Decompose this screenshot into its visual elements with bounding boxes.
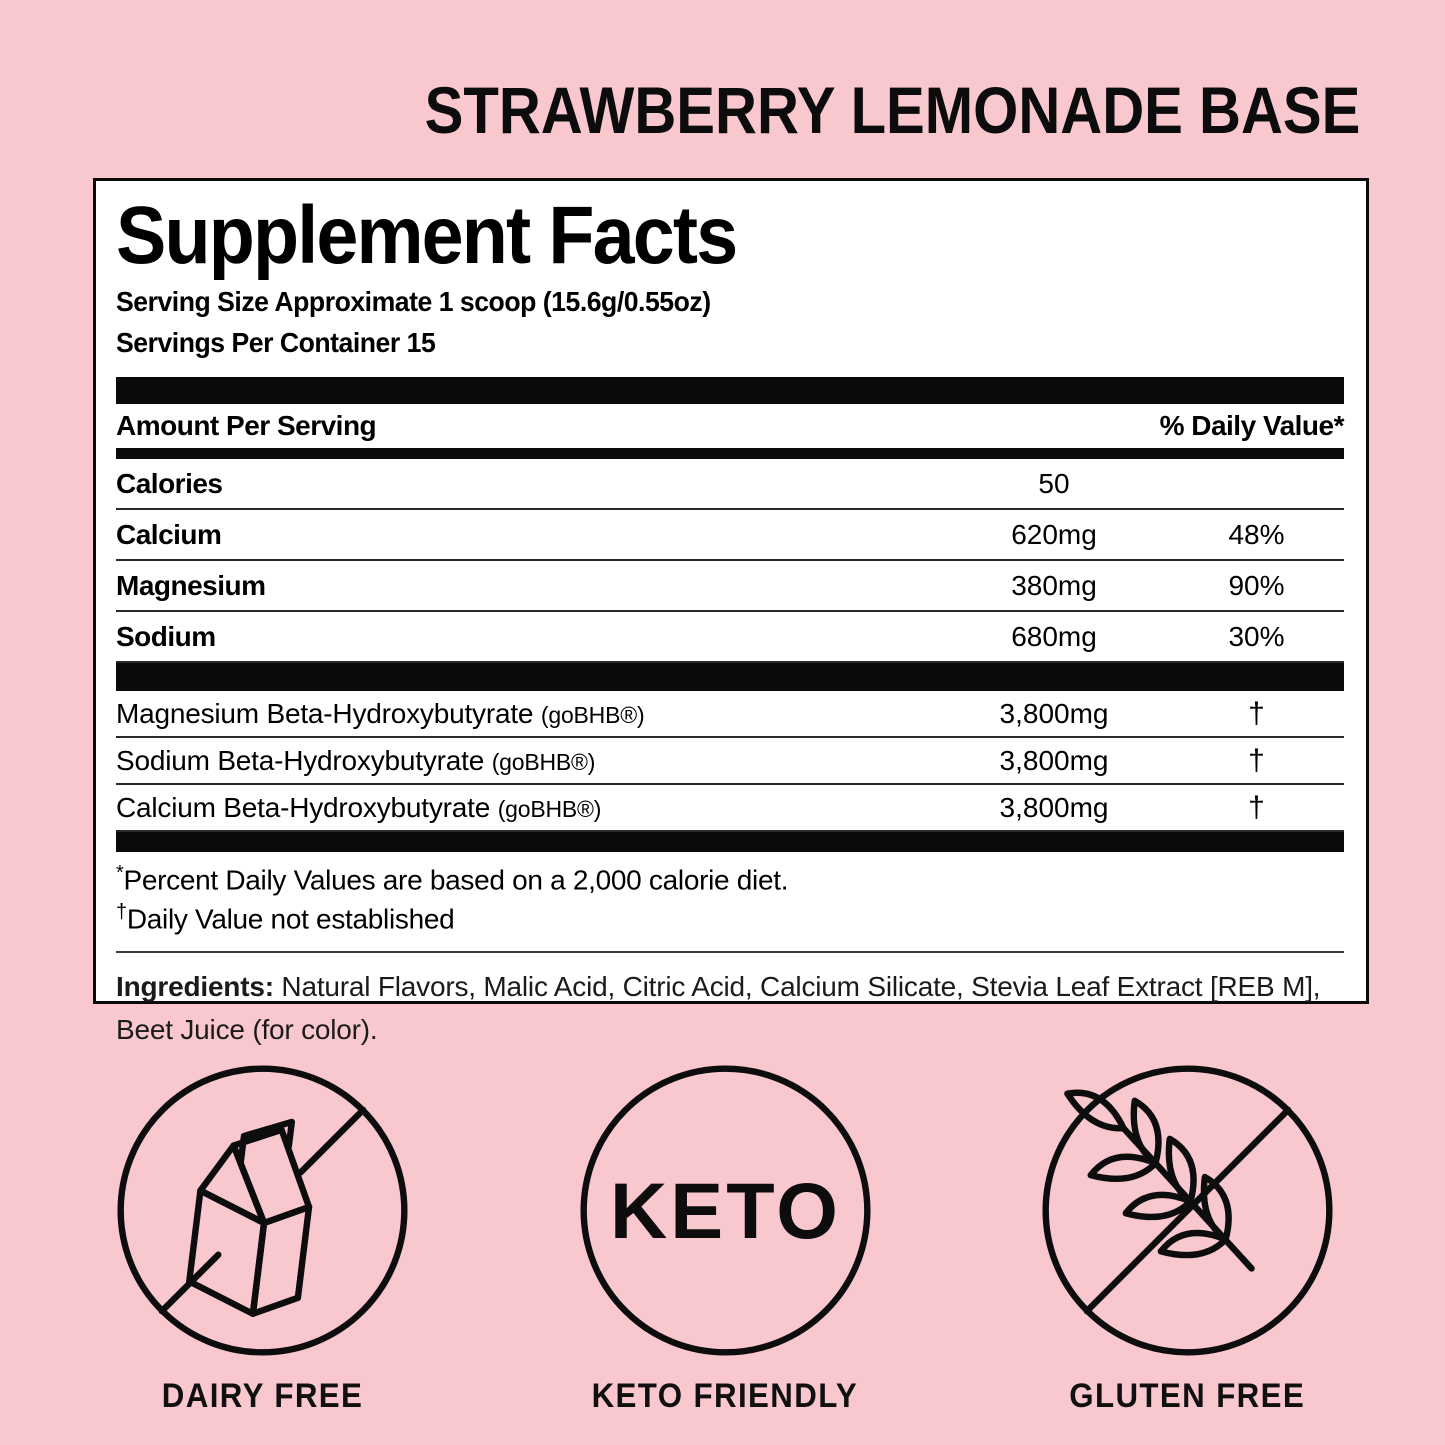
keto-friendly-label: KETO FRIENDLY xyxy=(591,1377,859,1415)
calcium-bhb-amount: 3,800mg xyxy=(999,791,1109,823)
magnesium-dv: 90% xyxy=(1228,569,1285,601)
calcium-dv: 48% xyxy=(1228,518,1285,550)
table-header-row: Amount Per Serving % Daily Value* xyxy=(116,404,1345,448)
sodium-bhb-label: Sodium Beta-Hydroxybutyrate xyxy=(116,744,485,776)
gluten-free-label: GLUTEN FREE xyxy=(1069,1377,1306,1415)
calcium-amount: 620mg xyxy=(1011,518,1097,550)
ingredients-divider xyxy=(116,950,1344,953)
table-row-magnesium: Magnesium 380mg 90% xyxy=(116,561,1344,612)
divider-bar-top xyxy=(116,377,1344,404)
calcium-bhb-suffix: (goBHB®) xyxy=(497,795,602,822)
sodium-bhb-amount: 3,800mg xyxy=(999,744,1109,776)
table-row-calcium: Calcium 620mg 48% xyxy=(116,510,1344,561)
amount-per-serving-header: Amount Per Serving xyxy=(116,410,377,441)
calcium-label: Calcium xyxy=(116,518,222,550)
flavor-title: STRAWBERRY LEMONADE BASE xyxy=(424,73,1360,147)
magnesium-amount: 380mg xyxy=(1011,569,1097,601)
badge-keto-friendly: KETO KETO FRIENDLY xyxy=(573,1058,878,1416)
supplement-facts-panel: Supplement Facts Serving Size Approximat… xyxy=(93,178,1369,1045)
servings-per-container-text: Servings Per Container 15 xyxy=(116,327,436,358)
table-row-calories: Calories 50 xyxy=(116,459,1344,510)
table-row-sodium: Sodium 680mg 30% xyxy=(116,612,1344,663)
daily-value-header: % Daily Value* xyxy=(1159,410,1345,441)
magnesium-bhb-dv: † xyxy=(1248,696,1265,730)
sodium-label: Sodium xyxy=(116,620,216,652)
table-row-magnesium-bhb: Magnesium Beta-Hydroxybutyrate (goBHB®) … xyxy=(116,691,1344,738)
ingredients-list: Natural Flavors, Malic Acid, Citric Acid… xyxy=(116,970,1321,1045)
sodium-bhb-suffix: (goBHB®) xyxy=(491,748,596,775)
table-row-calcium-bhb: Calcium Beta-Hydroxybutyrate (goBHB®) 3,… xyxy=(116,785,1344,832)
footnotes: *Percent Daily Values are based on a 2,0… xyxy=(116,852,1344,939)
supplement-facts-heading: Supplement Facts xyxy=(116,190,738,281)
badge-row: DAIRY FREE KETO KETO FRIENDLY xyxy=(0,1058,1445,1416)
sodium-amount: 680mg xyxy=(1011,620,1097,652)
badge-dairy-free: DAIRY FREE xyxy=(110,1058,415,1416)
table-row-sodium-bhb: Sodium Beta-Hydroxybutyrate (goBHB®) 3,8… xyxy=(116,738,1344,785)
divider-bar-bottom xyxy=(116,832,1344,852)
keto-circle-text: KETO xyxy=(610,1166,841,1255)
magnesium-bhb-label: Magnesium Beta-Hydroxybutyrate xyxy=(116,697,534,729)
calories-amount: 50 xyxy=(1038,467,1070,499)
calcium-bhb-label: Calcium Beta-Hydroxybutyrate xyxy=(116,791,491,823)
ingredients-text: Ingredients: Natural Flavors, Malic Acid… xyxy=(116,953,1344,1052)
sodium-dv: 30% xyxy=(1228,620,1285,652)
divider-bar-header xyxy=(116,448,1344,459)
badge-gluten-free: GLUTEN FREE xyxy=(1035,1058,1340,1416)
magnesium-bhb-amount: 3,800mg xyxy=(999,697,1109,729)
sodium-bhb-dv: † xyxy=(1248,743,1265,777)
gluten-free-icon xyxy=(1042,1065,1333,1356)
dairy-free-label: DAIRY FREE xyxy=(161,1377,364,1415)
ingredients-label: Ingredients: xyxy=(116,970,274,1002)
divider-bar-middle xyxy=(116,663,1344,691)
keto-icon: KETO xyxy=(579,1065,871,1356)
dairy-free-icon xyxy=(117,1065,408,1356)
serving-size-text: Serving Size Approximate 1 scoop (15.6g/… xyxy=(116,286,711,317)
footnote-daily-values: *Percent Daily Values are based on a 2,0… xyxy=(116,862,789,896)
magnesium-label: Magnesium xyxy=(116,569,266,601)
footnote-dv-not-established: †Daily Value not established xyxy=(116,901,455,935)
calories-label: Calories xyxy=(116,467,223,499)
magnesium-bhb-suffix: (goBHB®) xyxy=(540,701,645,728)
calcium-bhb-dv: † xyxy=(1248,790,1265,824)
